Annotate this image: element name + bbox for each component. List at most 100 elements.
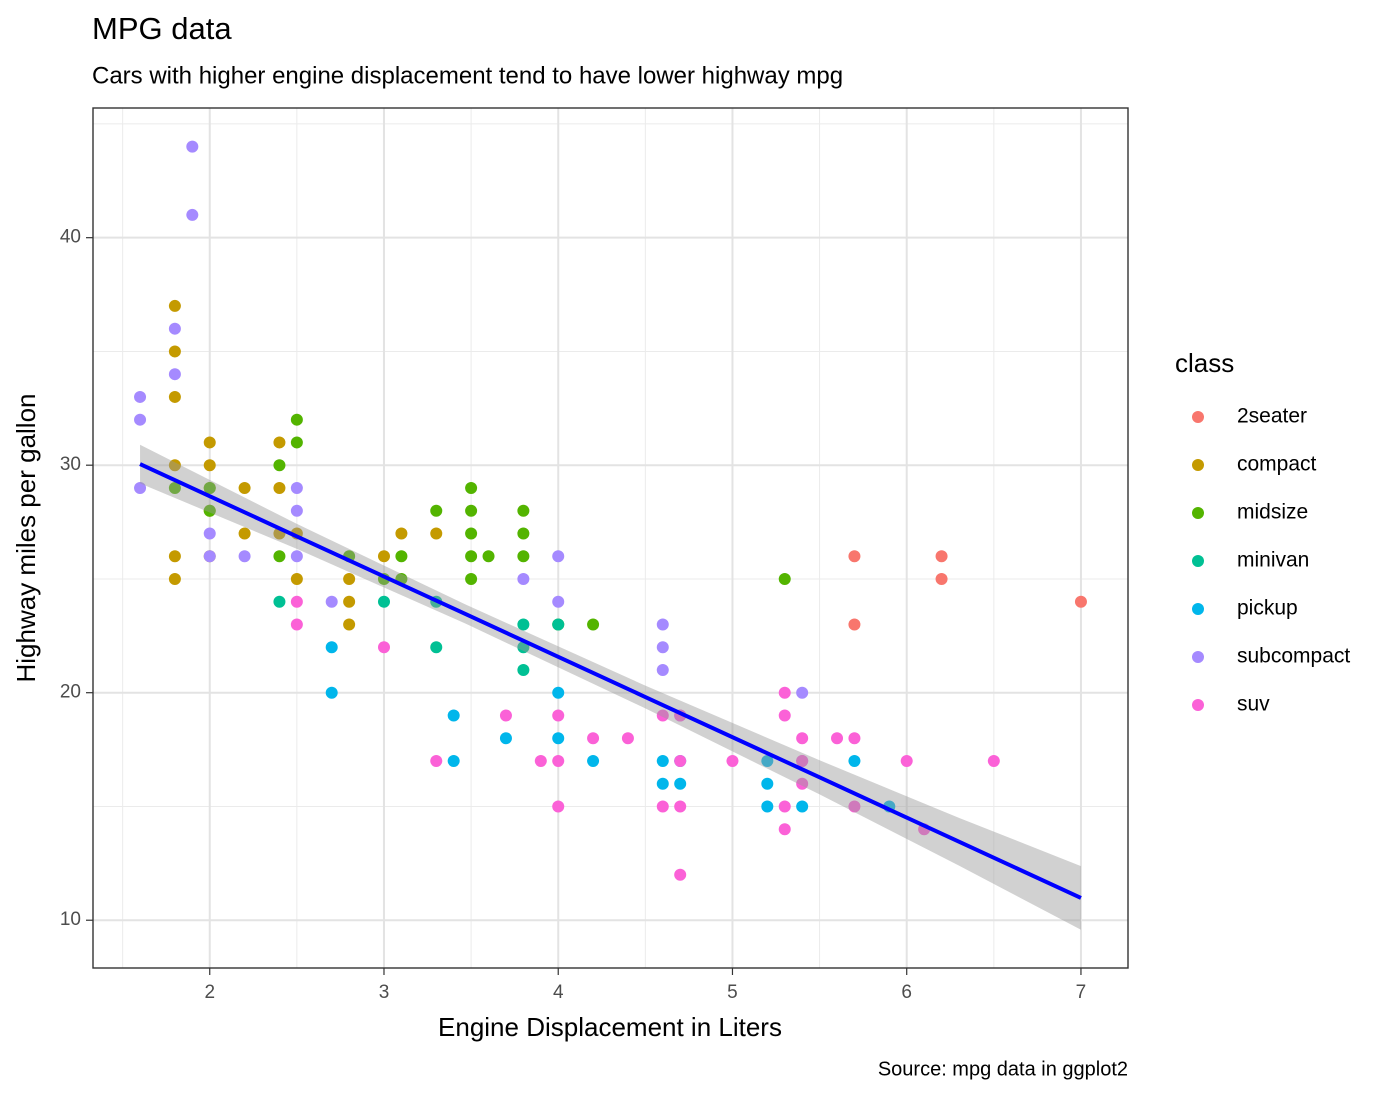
point: [290, 618, 303, 631]
point: [761, 800, 774, 813]
point: [273, 481, 286, 494]
point: [848, 618, 861, 631]
point: [203, 550, 216, 563]
point: [552, 732, 565, 745]
point: [796, 754, 809, 767]
point: [447, 754, 460, 767]
point: [587, 754, 600, 767]
point: [395, 527, 408, 540]
point: [465, 527, 478, 540]
x-tick-label: 2: [204, 982, 215, 1003]
point: [517, 663, 530, 676]
legend-marker: [1192, 507, 1204, 519]
point: [134, 390, 147, 403]
point: [587, 618, 600, 631]
point: [325, 595, 338, 608]
point: [168, 572, 181, 585]
point: [517, 527, 530, 540]
point: [377, 550, 390, 563]
point: [552, 800, 565, 813]
point: [168, 550, 181, 563]
point: [430, 527, 443, 540]
fit-line: [139, 462, 1082, 900]
point: [482, 550, 495, 563]
point: [377, 595, 390, 608]
point: [203, 459, 216, 472]
point: [848, 550, 861, 563]
point: [621, 732, 634, 745]
y-tick-label: 20: [60, 682, 81, 703]
point: [656, 800, 669, 813]
point: [587, 732, 600, 745]
point: [778, 709, 791, 722]
point: [726, 754, 739, 767]
point: [761, 777, 774, 790]
point: [499, 732, 512, 745]
point: [796, 800, 809, 813]
legend-title: class: [1175, 348, 1234, 378]
legend-label: subcompact: [1237, 645, 1350, 668]
point: [168, 299, 181, 312]
legend-marker: [1192, 555, 1204, 567]
point: [290, 413, 303, 426]
point: [674, 868, 687, 881]
point: [517, 550, 530, 563]
point: [290, 481, 303, 494]
point: [273, 595, 286, 608]
point: [186, 208, 199, 221]
x-tick-label: 5: [727, 982, 738, 1003]
point: [552, 709, 565, 722]
caption: Source: mpg data in ggplot2: [878, 1058, 1128, 1080]
point: [343, 572, 356, 585]
point: [465, 572, 478, 585]
point: [168, 481, 181, 494]
point: [552, 754, 565, 767]
legend-marker: [1192, 651, 1204, 663]
point: [848, 732, 861, 745]
point: [203, 504, 216, 517]
point: [447, 709, 460, 722]
point: [168, 368, 181, 381]
point: [238, 527, 251, 540]
point: [430, 754, 443, 767]
point: [796, 777, 809, 790]
point: [935, 550, 948, 563]
point: [796, 732, 809, 745]
point: [395, 550, 408, 563]
point: [778, 800, 791, 813]
point: [377, 641, 390, 654]
point: [656, 618, 669, 631]
y-tick-label: 30: [60, 454, 81, 475]
point: [343, 618, 356, 631]
y-tick-label: 10: [60, 909, 81, 930]
point: [203, 436, 216, 449]
point: [168, 322, 181, 335]
point: [134, 481, 147, 494]
point: [430, 504, 443, 517]
confidence-band: [140, 444, 1081, 930]
point: [134, 413, 147, 426]
plot-border: [92, 107, 1129, 969]
legend-label: midsize: [1237, 501, 1308, 524]
legend-marker: [1192, 699, 1204, 711]
legend-label: suv: [1237, 693, 1270, 716]
point: [203, 481, 216, 494]
legend-marker: [1192, 411, 1204, 423]
point: [499, 709, 512, 722]
point: [273, 550, 286, 563]
point: [238, 550, 251, 563]
point: [168, 390, 181, 403]
point: [290, 595, 303, 608]
point: [552, 686, 565, 699]
point: [674, 754, 687, 767]
point: [325, 641, 338, 654]
point: [1074, 595, 1087, 608]
point: [343, 595, 356, 608]
legend-marker: [1192, 459, 1204, 471]
x-axis-label: Engine Displacement in Liters: [438, 1012, 782, 1042]
point: [656, 754, 669, 767]
point: [831, 732, 844, 745]
point: [778, 823, 791, 836]
point: [674, 800, 687, 813]
